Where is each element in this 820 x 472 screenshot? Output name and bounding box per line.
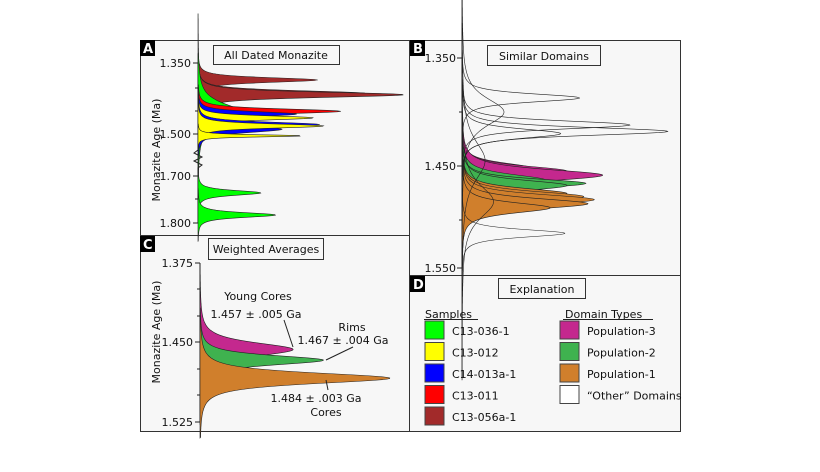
panel-c-ytick: 1.525	[162, 416, 194, 429]
panel-a-ytick: 1.700	[160, 170, 192, 183]
legend-label: Population-1	[587, 368, 656, 381]
legend-title: Explanation	[509, 283, 574, 296]
density-peak	[199, 318, 391, 439]
density-peak	[197, 188, 277, 242]
annotation-young-cores-name: Young Cores	[223, 290, 292, 303]
legend-domains-heading: Domain Types	[565, 308, 642, 321]
legend-title-box	[498, 278, 586, 299]
legend-samples-heading: Samples	[425, 308, 472, 321]
panel-a-peaks	[197, 13, 404, 242]
panel-a-badge	[140, 40, 155, 56]
legend-label: C13-036-1	[452, 325, 510, 338]
panel-c-badge	[140, 236, 155, 252]
leader-line-young-cores	[283, 319, 294, 348]
panel-b-letter: B	[413, 42, 423, 57]
annotation-cores-name: Cores	[310, 406, 341, 419]
panel-b-badge	[410, 40, 425, 56]
panel-b-title-box	[487, 45, 601, 66]
panel-a-ylabel: Monazite Age (Ma)	[150, 99, 163, 202]
panel-b-title: Similar Domains	[499, 50, 589, 63]
legend-swatch	[559, 342, 580, 361]
legend-swatch	[424, 385, 445, 404]
legend: C13-036-1 C13-012 C14-013a-1 C13-011 C13-056…	[424, 320, 682, 426]
legend-swatch	[559, 385, 580, 404]
density-peak	[461, 190, 566, 277]
panel-c-title: Weighted Averages	[213, 243, 320, 256]
panel-c-ytick: 1.450	[162, 336, 194, 349]
annotation-rims-value: 1.467 ± .004 Ga	[298, 334, 389, 347]
legend-label: C13-012	[452, 347, 499, 360]
panel-b-ytick: 1.450	[425, 160, 457, 173]
annotation-rims-name: Rims	[338, 321, 365, 334]
panel-c-ytick: 1.375	[162, 257, 194, 270]
panel-c-letter: C	[143, 238, 153, 253]
density-peak	[197, 123, 301, 149]
panel-a-ytick: 1.800	[160, 217, 192, 230]
legend-label: “Other” Domains	[587, 390, 682, 403]
leader-line-cores	[325, 379, 329, 391]
legend-label: Population-2	[587, 347, 656, 360]
legend-label: C13-056a-1	[452, 411, 516, 424]
legend-label: C13-011	[452, 390, 499, 403]
panel-a-title: All Dated Monazite	[224, 49, 328, 62]
panel-a-title-box	[213, 45, 340, 65]
legend-swatch	[424, 363, 445, 383]
legend-swatch	[424, 342, 445, 361]
panel-a-ytick: 1.500	[160, 128, 192, 141]
legend-swatch	[559, 363, 580, 383]
legend-swatch	[559, 320, 580, 340]
panel-a-ytick: 1.350	[160, 57, 192, 70]
panel-c-title-box	[208, 238, 324, 260]
panel-b-ytick: 1.550	[425, 262, 457, 275]
legend-label: C14-013a-1	[452, 368, 516, 381]
panel-a-letter: A	[143, 42, 153, 57]
panel-b-ytick: 1.350	[425, 52, 457, 65]
annotation-cores-value: 1.484 ± .003 Ga	[271, 392, 362, 405]
panel-b-peaks	[461, 0, 669, 381]
panel-d-badge	[410, 276, 425, 292]
panel-c-ylabel: Monazite Age (Ma)	[150, 281, 163, 384]
panel-c-peaks	[199, 274, 391, 439]
legend-swatch	[424, 406, 445, 426]
legend-swatch	[424, 320, 445, 340]
leader-line-rims	[325, 346, 354, 361]
panel-d-letter: D	[413, 278, 424, 293]
density-peak	[461, 22, 494, 381]
legend-label: Population-3	[587, 325, 656, 338]
density-peak	[461, 80, 562, 188]
annotation-young-cores-value: 1.457 ± .005 Ga	[211, 308, 302, 321]
